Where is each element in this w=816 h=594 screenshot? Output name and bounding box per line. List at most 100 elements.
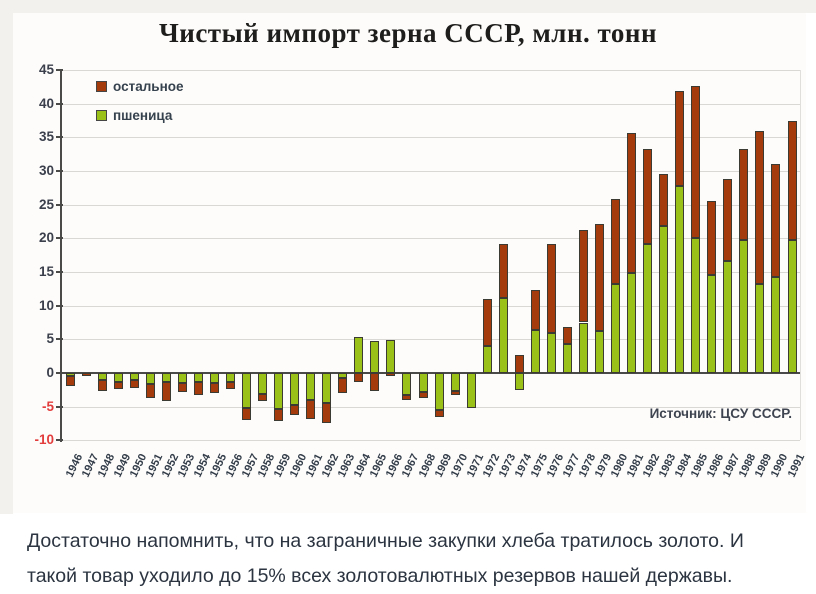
bar-segment-other-1990 — [771, 164, 781, 278]
wheat-legend-swatch-icon — [96, 110, 107, 121]
bar-segment-wheat-1986 — [707, 275, 717, 373]
bar-segment-wheat-1968 — [418, 373, 428, 392]
y-axis-label-35: 35 — [38, 129, 54, 145]
bar-segment-other-1967 — [402, 394, 412, 400]
bar-segment-wheat-1951 — [145, 373, 155, 384]
bar-segment-other-1959 — [274, 409, 284, 422]
caption-line-2: такой товар уходило до 15% всех золотова… — [27, 565, 733, 587]
bar-segment-wheat-1954 — [193, 373, 203, 382]
bar-segment-other-1962 — [322, 403, 332, 423]
grain-import-chart: Чистый импорт зерна СССР, млн. тонн -10 -… — [13, 13, 807, 513]
bar-segment-other-1988 — [739, 148, 749, 240]
legend-item-other: остальное — [96, 79, 183, 94]
source-note: Источник: ЦСУ СССР. — [649, 406, 792, 421]
y-axis-tick-5 — [56, 338, 63, 341]
y-axis-tick-25 — [56, 203, 63, 206]
bar-segment-wheat-1976 — [546, 333, 556, 373]
other-legend-swatch-icon — [96, 81, 107, 92]
bar-segment-other-1982 — [643, 148, 653, 245]
y-axis-label-15: 15 — [38, 264, 54, 279]
bar-segment-other-1972 — [482, 298, 492, 346]
bar-segment-other-1979 — [595, 224, 604, 331]
bar-segment-other-1980 — [611, 198, 620, 285]
bar-segment-other-1955 — [209, 383, 219, 394]
bar-segment-wheat-1988 — [739, 239, 749, 373]
chart-title: Чистый импорт зерна СССР, млн. тонн — [158, 18, 658, 48]
bar-segment-other-1952 — [161, 381, 171, 401]
bar-segment-wheat-1953 — [177, 373, 187, 384]
bar-segment-wheat-1958 — [258, 373, 267, 394]
bar-segment-other-1950 — [129, 379, 139, 388]
bar-segment-wheat-1962 — [322, 373, 332, 404]
bar-segment-wheat-1963 — [338, 373, 348, 378]
bar-segment-other-1949 — [113, 382, 123, 390]
y-axis-label-25: 25 — [38, 196, 54, 212]
gridline-5 — [62, 339, 800, 341]
bar-segment-other-1978 — [578, 229, 588, 323]
bar-segment-wheat-1964 — [354, 336, 364, 373]
bar-segment-wheat-1972 — [482, 346, 492, 373]
bar-segment-wheat-1990 — [771, 277, 781, 373]
bar-segment-wheat-1985 — [691, 238, 701, 373]
bar-segment-other-1956 — [226, 381, 235, 390]
bar-segment-other-1991 — [787, 120, 797, 240]
chart-background — [13, 13, 806, 513]
bar-segment-wheat-1967 — [402, 373, 412, 395]
bar-segment-wheat-1961 — [306, 373, 316, 400]
bar-segment-wheat-1987 — [723, 260, 733, 373]
page-background-band-left — [0, 0, 13, 514]
bar-segment-wheat-1989 — [755, 284, 765, 373]
x-axis-zero-line — [62, 372, 800, 374]
bar-segment-wheat-1949 — [113, 373, 123, 383]
bar-segment-other-1985 — [691, 85, 701, 239]
bar-segment-other-1974 — [514, 354, 524, 373]
plot-right-border — [800, 70, 801, 441]
bar-segment-wheat-1946 — [65, 373, 75, 377]
y-axis-tick-30 — [56, 170, 63, 172]
bar-segment-other-1953 — [177, 383, 187, 393]
bar-segment-other-1987 — [723, 179, 733, 261]
bar-segment-other-1969 — [434, 410, 444, 417]
y-axis-label-20: 20 — [38, 230, 54, 246]
y-axis-tick-20 — [56, 237, 63, 240]
bar-segment-other-1986 — [707, 200, 717, 276]
gridline--5 — [62, 406, 800, 408]
bar-segment-wheat-1971 — [466, 373, 476, 408]
y-axis-label-5: 5 — [46, 331, 54, 347]
y-axis-tick-45 — [56, 69, 63, 71]
gridline-15 — [62, 272, 800, 273]
gridline-10 — [62, 305, 800, 307]
bar-segment-wheat-1965 — [370, 340, 380, 373]
bar-segment-wheat-1966 — [386, 340, 396, 373]
y-axis-label--10: -10 — [34, 432, 54, 448]
gridline-20 — [62, 238, 800, 240]
y-axis-tick-40 — [56, 102, 63, 105]
bar-segment-wheat-1982 — [643, 244, 653, 373]
gridline-25 — [62, 204, 800, 206]
bar-segment-wheat-1957 — [242, 373, 251, 408]
bar-segment-wheat-1979 — [595, 330, 604, 373]
gridline--10 — [62, 440, 800, 442]
bar-segment-wheat-1960 — [290, 373, 300, 406]
y-axis-tick-10 — [56, 304, 63, 307]
bar-segment-other-1976 — [546, 243, 556, 334]
bar-segment-wheat-1975 — [530, 329, 540, 373]
bar-segment-other-1947 — [81, 373, 91, 377]
caption-text: Достаточно напомнить, что на заграничные… — [27, 524, 802, 594]
bar-segment-wheat-1950 — [129, 373, 139, 380]
bar-segment-wheat-1980 — [611, 284, 620, 373]
bar-segment-wheat-1974 — [514, 373, 524, 390]
bar-segment-other-1966 — [386, 373, 396, 376]
bar-segment-other-1957 — [242, 408, 251, 421]
bar-segment-other-1965 — [370, 373, 380, 392]
bar-segment-other-1963 — [338, 377, 348, 394]
gridline-40 — [62, 103, 800, 105]
bar-segment-other-1973 — [498, 243, 508, 299]
bar-segment-other-1960 — [290, 405, 300, 415]
bar-segment-other-1951 — [145, 383, 155, 398]
y-axis-tick--5 — [56, 405, 63, 408]
bar-segment-other-1981 — [627, 132, 636, 273]
bar-segment-wheat-1956 — [226, 373, 235, 382]
bar-segment-other-1984 — [675, 90, 685, 186]
